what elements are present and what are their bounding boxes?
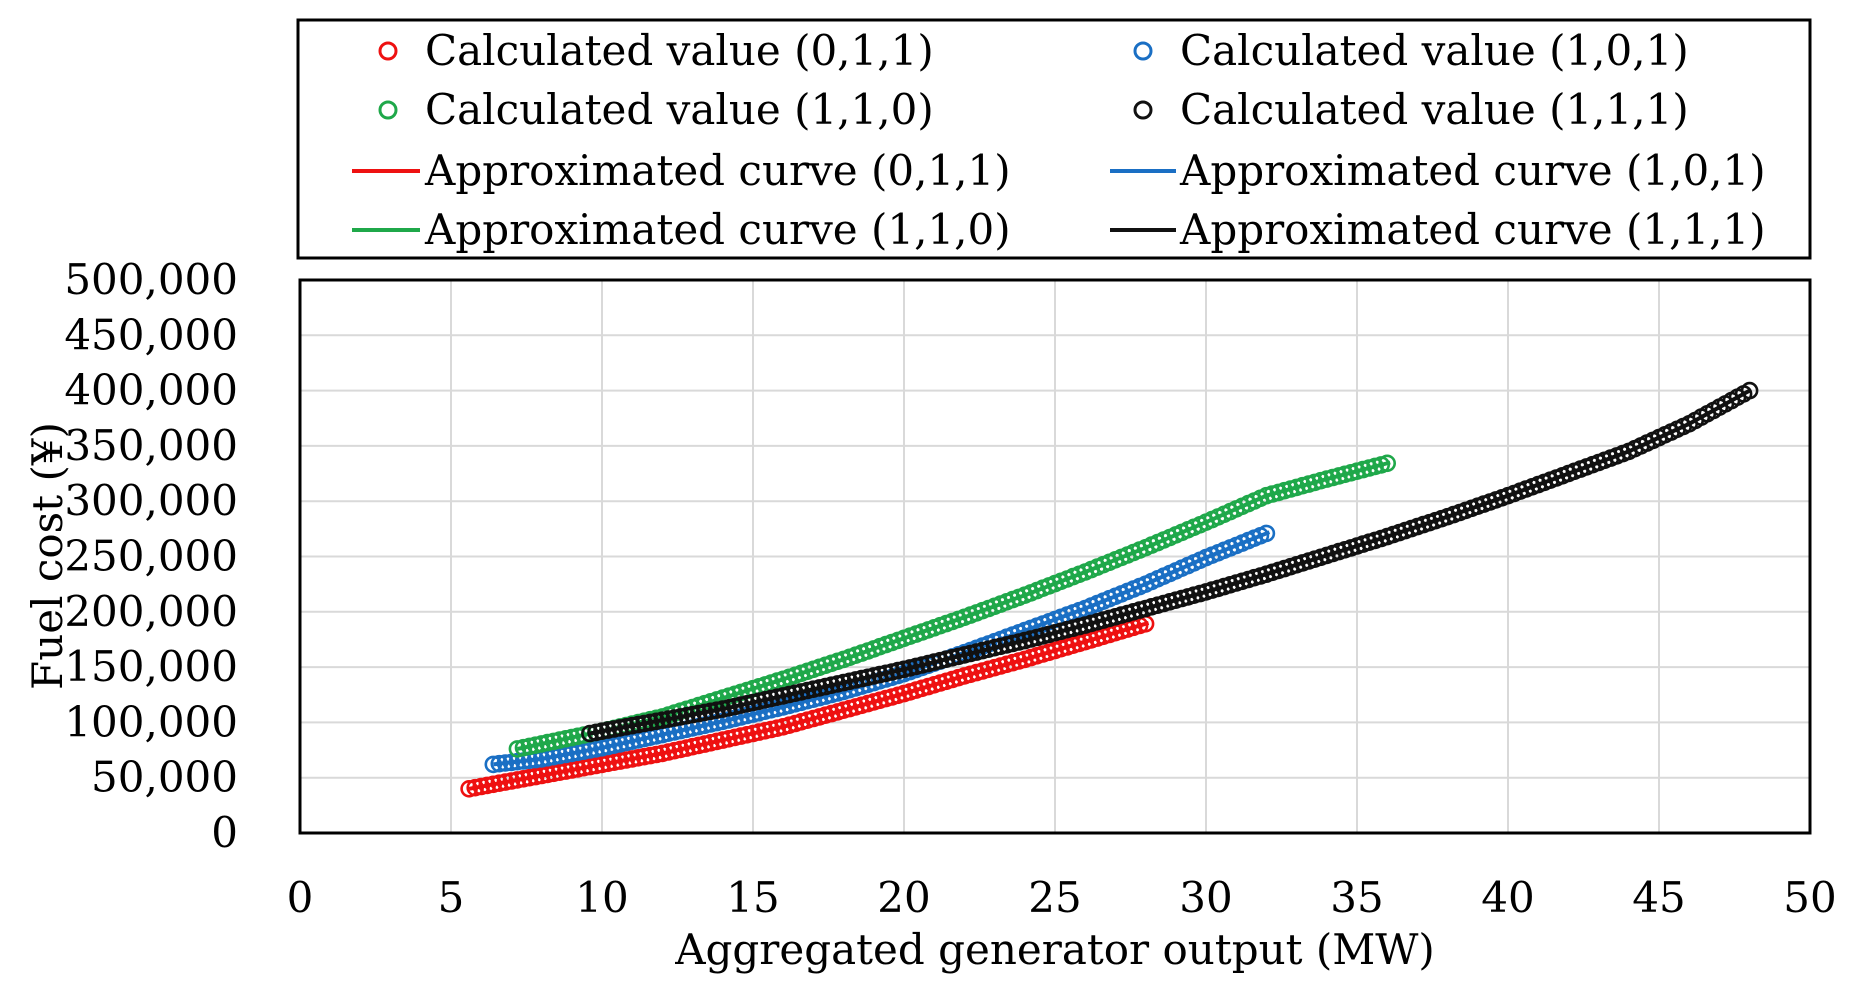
calculated-point-011 (611, 752, 629, 770)
legend-marker-calc-101 (1133, 41, 1153, 61)
y-axis-ticks: 0 50,000 100,000 150,000 200,000 250,000 300,0… (64, 255, 238, 857)
y-tick-label: 200,000 (64, 587, 238, 636)
calculated-point-011 (581, 757, 599, 776)
calculated-point-101 (1257, 524, 1276, 543)
calculated-point-011 (460, 779, 478, 798)
legend-marker-calc-110 (378, 100, 398, 120)
y-tick-label: 0 (211, 808, 238, 857)
x-tick-label: 45 (1632, 873, 1685, 922)
y-tick-label: 250,000 (64, 532, 238, 581)
x-axis-ticks: 0 5 10 15 20 25 30 35 40 45 50 (287, 873, 1837, 922)
y-axis-label: Fuel cost (¥) (23, 422, 72, 690)
calculated-point-011 (478, 776, 497, 795)
y-tick-label: 300,000 (64, 476, 238, 525)
y-tick-label: 100,000 (64, 697, 238, 746)
calculated-point-101 (496, 754, 515, 772)
calculated-point-011 (550, 763, 569, 782)
x-tick-label: 25 (1028, 873, 1081, 922)
calculated-point-111 (641, 713, 660, 732)
x-tick-label: 15 (726, 873, 779, 922)
y-tick-label: 400,000 (64, 366, 238, 415)
legend-label-calc-110: Calculated value (1,1,0) (425, 85, 934, 134)
calculated-point-101 (490, 754, 509, 773)
x-tick-label: 10 (575, 873, 628, 922)
series-011 (460, 614, 1155, 798)
y-tick-label: 500,000 (64, 255, 238, 304)
calculated-point-111 (659, 710, 678, 728)
y-tick-label: 150,000 (64, 642, 238, 691)
series-111 (581, 381, 1759, 743)
calculated-point-111 (581, 724, 599, 743)
calculated-point-111 (1740, 381, 1759, 400)
calculated-point-101 (508, 752, 527, 771)
calculated-point-111 (671, 708, 690, 726)
calculated-point-110 (1378, 454, 1396, 473)
calculated-point-011 (641, 746, 660, 765)
legend-label-curve-110: Approximated curve (1,1,0) (424, 205, 1011, 254)
y-tick-label: 450,000 (64, 310, 238, 359)
plot-frame (298, 278, 1812, 835)
calculated-point-101 (484, 755, 503, 774)
calculated-point-011 (629, 748, 648, 767)
calculated-point-011 (508, 771, 527, 789)
legend-marker-calc-011 (378, 41, 398, 61)
calculated-point-111 (599, 721, 617, 739)
calculated-point-111 (701, 702, 720, 721)
x-tick-label: 20 (877, 873, 930, 922)
y-tick-label: 350,000 (64, 421, 238, 470)
x-tick-label: 0 (287, 873, 314, 922)
calculated-point-011 (490, 774, 509, 793)
plot-grid (300, 280, 1810, 833)
x-tick-label: 50 (1783, 873, 1836, 922)
calculated-point-111 (611, 719, 629, 737)
calculated-point-111 (629, 715, 648, 734)
legend-label-curve-011: Approximated curve (0,1,1) (424, 146, 1011, 195)
plot-series (460, 381, 1759, 798)
calculated-point-011 (520, 768, 539, 787)
y-tick-label: 50,000 (91, 753, 238, 802)
legend-label-curve-101: Approximated curve (1,0,1) (1179, 146, 1766, 195)
x-axis-label: Aggregated generator output (MW) (674, 925, 1435, 974)
legend: Calculated value (0,1,1) Calculated valu… (296, 18, 1812, 260)
legend-frame (296, 18, 1812, 260)
calculated-point-011 (599, 754, 617, 773)
legend-marker-calc-111 (1133, 100, 1153, 120)
x-tick-label: 40 (1481, 873, 1534, 922)
x-tick-label: 35 (1330, 873, 1383, 922)
x-tick-label: 30 (1179, 873, 1232, 922)
legend-label-calc-011: Calculated value (0,1,1) (425, 26, 934, 75)
legend-label-calc-111: Calculated value (1,1,1) (1180, 85, 1689, 134)
legend-label-curve-111: Approximated curve (1,1,1) (1179, 205, 1766, 254)
legend-label-calc-101: Calculated value (1,0,1) (1180, 26, 1689, 75)
x-tick-label: 5 (438, 873, 465, 922)
calculated-point-011 (538, 765, 557, 784)
